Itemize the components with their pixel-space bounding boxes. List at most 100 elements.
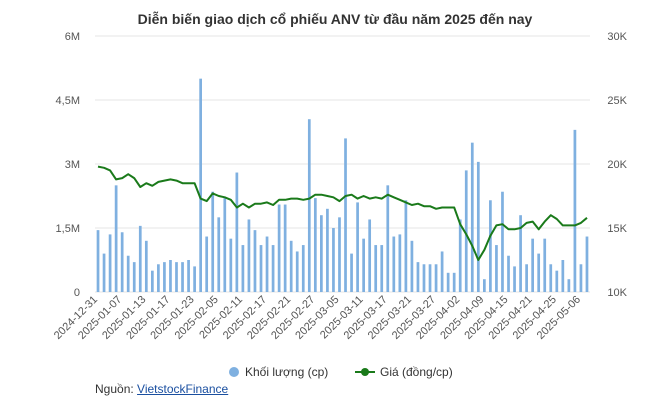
- volume-bar: [489, 200, 492, 292]
- volume-bar: [483, 279, 486, 292]
- volume-bar: [271, 245, 275, 292]
- volume-bar: [320, 215, 323, 292]
- volume-bars: [96, 78, 589, 293]
- volume-bar: [181, 262, 184, 292]
- volume-bar: [307, 119, 311, 292]
- legend-volume-label: Khối lượng (cp): [245, 365, 328, 379]
- volume-bar: [332, 228, 335, 292]
- volume-bar: [187, 260, 190, 292]
- volume-bar: [301, 245, 305, 292]
- volume-bar: [199, 78, 202, 293]
- volume-bar: [259, 245, 263, 292]
- volume-bar: [350, 253, 353, 292]
- volume-bar: [573, 129, 577, 292]
- volume-bar: [235, 172, 239, 292]
- volume-bar: [495, 245, 498, 292]
- volume-bar: [464, 170, 468, 292]
- volume-bar: [205, 236, 209, 292]
- volume-bar: [356, 202, 359, 292]
- volume-bar: [265, 236, 269, 292]
- volume-bar: [163, 262, 166, 292]
- volume-bar: [446, 272, 450, 292]
- left-tick-label: 3M: [65, 159, 80, 171]
- volume-bar: [253, 230, 257, 292]
- price-line: [97, 165, 588, 261]
- volume-bar: [537, 253, 541, 292]
- volume-bar: [126, 255, 130, 292]
- volume-bar: [374, 245, 378, 292]
- volume-bar: [519, 215, 522, 292]
- volume-bar: [108, 234, 112, 292]
- volume-bar: [150, 270, 154, 292]
- volume-bar: [392, 236, 396, 292]
- volume-bar: [211, 191, 215, 292]
- left-tick-label: 6M: [65, 31, 80, 43]
- legend-price-label: Giá (đồng/cp): [380, 365, 453, 379]
- volume-bar: [169, 260, 172, 292]
- volume-bar: [295, 251, 299, 292]
- left-tick-label: 1,5M: [56, 223, 80, 235]
- volume-bar: [458, 219, 462, 292]
- volume-bar: [452, 272, 456, 292]
- legend-volume-marker: [229, 367, 239, 377]
- volume-bar: [132, 262, 136, 292]
- legend: Khối lượng (cp) Giá (đồng/cp): [229, 365, 453, 379]
- volume-bar: [344, 138, 347, 292]
- volume-bar: [338, 217, 341, 292]
- chart-title: Diễn biến giao dịch cổ phiếu ANV từ đầu …: [138, 11, 533, 27]
- volume-bar: [193, 266, 196, 292]
- volume-bar: [585, 236, 589, 292]
- volume-bar: [579, 264, 583, 292]
- volume-bar: [144, 240, 148, 292]
- volume-bar: [440, 251, 444, 292]
- volume-bar: [507, 255, 510, 292]
- volume-bar: [313, 198, 317, 292]
- volume-bar: [476, 161, 480, 292]
- volume-bar: [549, 264, 553, 292]
- volume-bar: [567, 279, 571, 292]
- volume-bar: [398, 234, 402, 292]
- volume-bar: [283, 204, 287, 292]
- right-axis-ticks: 10K 15K 20K 25K 30K: [607, 31, 627, 299]
- left-tick-label: 0: [74, 287, 80, 299]
- left-axis-ticks: 0 1,5M 3M 4,5M 6M: [56, 31, 80, 299]
- volume-bar: [277, 204, 281, 292]
- volume-bar: [217, 217, 221, 292]
- x-axis-ticks: 2024-12-312025-01-072025-01-132025-01-17…: [52, 294, 583, 342]
- volume-bar: [157, 264, 160, 292]
- right-tick-label: 10K: [607, 287, 627, 299]
- volume-bar: [96, 230, 100, 292]
- source-line: Nguồn: VietstockFinance: [95, 382, 228, 396]
- volume-bar: [120, 232, 124, 292]
- volume-bar: [434, 264, 438, 292]
- volume-bar: [416, 262, 420, 292]
- volume-bar: [368, 219, 372, 292]
- source-label: Nguồn:: [95, 382, 134, 396]
- volume-bar: [470, 142, 474, 292]
- volume-bar: [175, 262, 178, 292]
- volume-bar: [362, 238, 365, 292]
- volume-bar: [241, 245, 245, 292]
- source-link[interactable]: VietstockFinance: [137, 382, 229, 396]
- volume-bar: [102, 253, 106, 292]
- legend-price-marker: [361, 368, 369, 376]
- right-tick-label: 20K: [607, 159, 627, 171]
- volume-bar: [555, 270, 559, 292]
- price-line-group: [97, 165, 588, 261]
- right-tick-label: 30K: [607, 31, 627, 43]
- volume-bar: [531, 238, 535, 292]
- volume-bar: [410, 240, 414, 292]
- volume-bar: [289, 240, 293, 292]
- volume-bar: [138, 225, 142, 292]
- volume-bar: [422, 264, 426, 292]
- volume-bar: [543, 238, 547, 292]
- right-tick-label: 15K: [607, 223, 627, 235]
- volume-bar: [561, 260, 565, 292]
- volume-bar: [525, 264, 528, 292]
- volume-bar: [404, 200, 408, 292]
- volume-bar: [326, 208, 329, 292]
- volume-bar: [380, 245, 384, 292]
- right-tick-label: 25K: [607, 95, 627, 107]
